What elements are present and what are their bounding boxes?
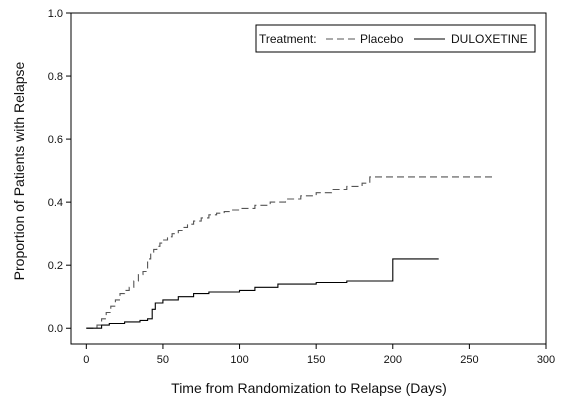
y-tick-label: 0.8	[48, 71, 63, 83]
plot-area	[70, 12, 547, 345]
y-tick-label: 0.2	[48, 260, 63, 272]
y-tick-label: 0.0	[48, 323, 63, 335]
plot-border	[70, 12, 547, 345]
legend-label-duloxetine: DULOXETINE	[451, 32, 528, 46]
x-tick-label: 250	[460, 354, 478, 366]
series-line-duloxetine	[86, 258, 439, 329]
y-axis-title: Proportion of Patients with Relapse	[11, 61, 27, 280]
x-tick-label: 300	[537, 354, 555, 366]
legend-box	[255, 24, 536, 53]
x-axis-title: Time from Randomization to Relapse (Days…	[171, 380, 447, 396]
legend-label-placebo: Placebo	[360, 32, 404, 46]
y-tick-label: 0.4	[48, 197, 63, 209]
x-tick-label: 0	[83, 354, 89, 366]
series-layer	[86, 176, 493, 329]
x-tick-label: 50	[157, 354, 169, 366]
axes-layer: 0 50 100 150 200 250 300 0.0 0.2 0.4 0.6 0.8 1.0	[48, 8, 555, 366]
series-line-placebo	[86, 176, 493, 329]
y-tick-label: 0.6	[48, 134, 63, 146]
x-tick-label: 100	[230, 354, 248, 366]
legend: Treatment: Placebo DULOXETINE	[255, 24, 536, 53]
x-tick-label: 150	[307, 354, 325, 366]
y-tick-label: 1.0	[48, 8, 63, 20]
x-tick-label: 200	[384, 354, 402, 366]
legend-title: Treatment:	[259, 32, 317, 46]
